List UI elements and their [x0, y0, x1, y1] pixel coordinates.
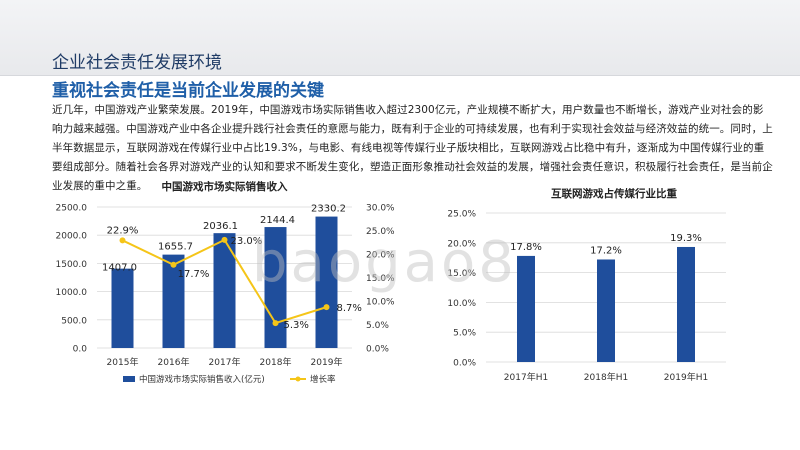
chart2-y-tick: 25.0% [447, 210, 476, 220]
chart1-growth-point [119, 237, 126, 244]
chart2-x-tick: 2019年H1 [664, 371, 708, 383]
chart1-y-right-tick: 15.0% [366, 274, 395, 284]
chart1-growth-point [170, 261, 177, 268]
chart1-line-label: 23.0% [231, 236, 263, 247]
chart2-y-tick: 10.0% [447, 299, 476, 309]
body-paragraph: 近几年，中国游戏产业繁荣发展。2019年，中国游戏市场实际销售收入超过2300亿… [52, 104, 773, 192]
chart1-y-right-tick: 20.0% [366, 251, 395, 261]
chart1-y-right-tick: 25.0% [366, 227, 395, 237]
chart2-y-tick: 20.0% [447, 239, 476, 249]
chart1-title: 中国游戏市场实际销售收入 [162, 180, 288, 193]
chart2-bar [677, 246, 695, 362]
chart1-bar [111, 268, 134, 348]
chart1-y-right-tick: 5.0% [366, 321, 389, 331]
chart1-y-left-tick: 2000.0 [56, 232, 88, 242]
chart2-y-tick: 15.0% [447, 269, 476, 279]
chart1-bar [162, 254, 185, 348]
chart1-bar-label: 2144.4 [260, 215, 295, 226]
chart1-y-right-tick: 0.0% [366, 345, 389, 355]
chart1-x-tick: 2019年 [311, 356, 343, 368]
chart1-x-tick: 2016年 [158, 356, 190, 368]
chart2-bar-label: 17.8% [510, 242, 542, 253]
chart2-bar [597, 259, 615, 362]
chart1-growth-point [221, 236, 228, 243]
chart1-growth-point [272, 320, 279, 327]
chart1-x-tick: 2015年 [107, 356, 139, 368]
chart2-bar-label: 19.3% [670, 233, 702, 244]
chart1-y-right-tick: 30.0% [366, 204, 395, 214]
chart1-y-left-tick: 500.0 [61, 316, 87, 326]
chart2-y-tick: 5.0% [453, 329, 476, 339]
chart2-y-tick: 0.0% [453, 359, 476, 369]
sub-title: 重视社会责任是当前企业发展的关键 [52, 81, 324, 101]
chart2-x-tick: 2018年H1 [584, 371, 628, 383]
chart1-line-label: 17.7% [178, 269, 210, 280]
chart1-line-label: 22.9% [107, 225, 139, 236]
chart2-x-tick: 2017年H1 [504, 371, 548, 383]
chart1-y-right-tick: 10.0% [366, 298, 395, 308]
chart1-line-label: 8.7% [337, 303, 362, 314]
chart1-y-left-tick: 2500.0 [56, 204, 88, 214]
chart1-x-tick: 2018年 [260, 356, 292, 368]
chart1-x-tick: 2017年 [209, 356, 241, 368]
chart1-bar-label: 2330.2 [311, 204, 346, 215]
chart1-growth-point [323, 304, 330, 311]
chart1-bar [264, 227, 287, 348]
chart1-bar-label: 1407.0 [102, 263, 137, 274]
chart1-bar [315, 216, 338, 348]
chart2-bar [517, 255, 535, 362]
chart1-legend-line-label: 增长率 [310, 374, 336, 385]
chart1-bar [213, 233, 236, 348]
chart1-line-label: 5.3% [284, 320, 309, 331]
chart1-y-left-tick: 1500.0 [56, 260, 88, 270]
section-title: 企业社会责任发展环境 [52, 53, 222, 73]
chart1-y-left-tick: 1000.0 [56, 288, 88, 298]
chart1-legend-bar-swatch [123, 376, 135, 382]
header-band [0, 0, 800, 76]
chart1-bar-label: 1655.7 [158, 242, 193, 253]
chart1-bar-label: 2036.1 [203, 221, 238, 232]
chart2-bar-label: 17.2% [590, 245, 622, 256]
chart1-legend-bar-label: 中国游戏市场实际销售收入(亿元) [139, 374, 265, 385]
chart1-legend-line-marker [295, 376, 301, 382]
chart1-y-left-tick: 0.0 [73, 345, 88, 355]
chart2-title: 互联网游戏占传媒行业比重 [551, 187, 677, 200]
